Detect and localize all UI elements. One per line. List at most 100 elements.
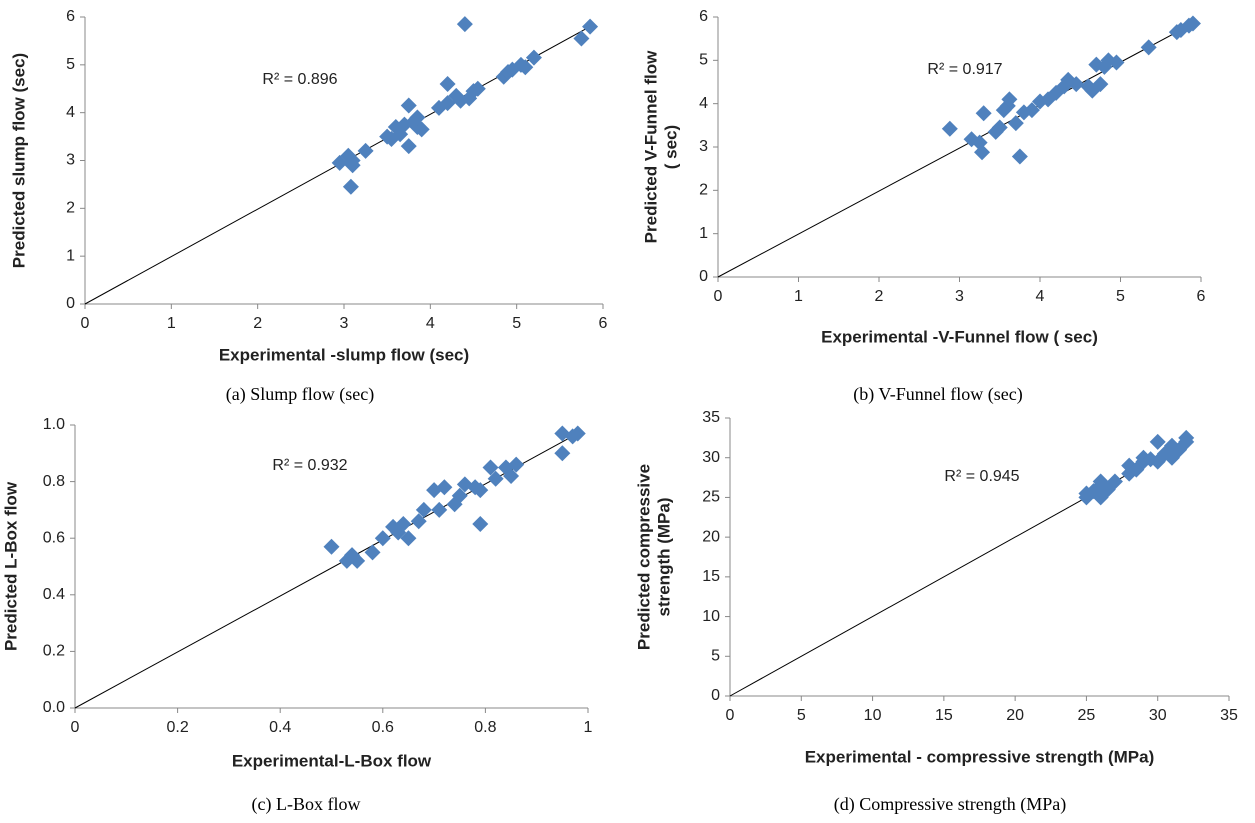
point [357,142,374,159]
x-tick-label: 6 [1197,288,1206,305]
point [1068,76,1085,93]
x-tick-label: 1 [584,719,593,736]
x-tick-label: 10 [864,707,882,724]
point [941,120,958,137]
annotation: R² = 0.945 [944,468,1019,485]
y-tick-label: 1 [699,225,708,242]
x-tick-label: 3 [955,288,964,305]
y-tick-label: 0.4 [43,586,65,603]
x-tick-label: 35 [1220,707,1238,724]
y-tick-label: 3 [66,152,75,169]
y-tick-label: 1 [66,247,75,264]
point [323,538,340,555]
y-tick-label: 3 [699,138,708,155]
x-axis-title: Experimental -V-Funnel flow ( sec) [821,327,1098,346]
y-tick-label: 35 [702,409,720,426]
point [456,16,473,33]
x-tick-label: 0 [81,315,90,332]
caption: (b) V-Funnel flow (sec) [853,384,1022,405]
x-tick-label: 3 [340,315,349,332]
point [1108,54,1125,71]
point [1011,148,1028,165]
point [364,544,381,561]
point [517,59,534,76]
y-tick-label: 0 [66,295,75,312]
x-tick-label: 25 [1078,707,1096,724]
annotation: R² = 0.917 [927,61,1002,78]
point [1092,76,1109,93]
point [431,501,448,518]
point [1023,102,1040,119]
x-tick-label: 0 [71,719,80,736]
point [482,459,499,476]
x-axis-title: Experimental - compressive strength (MPa… [805,747,1155,766]
point [342,178,359,195]
point [1178,429,1195,446]
x-axis-title: Experimental-L-Box flow [232,751,432,770]
y-tick-label: 30 [702,449,720,466]
y-tick-label: 6 [699,8,708,25]
x-tick-label: 5 [1116,288,1125,305]
point [582,18,599,35]
y-tick-label: 2 [66,200,75,217]
point [554,445,571,462]
point [472,516,489,533]
point [1007,115,1024,132]
point [974,144,991,161]
point [469,80,486,97]
point [400,138,417,155]
y-axis-title: strength (MPa) [654,498,673,617]
x-tick-label: 0 [714,288,723,305]
point [436,479,453,496]
caption: (d) Compressive strength (MPa) [834,794,1066,815]
point [1184,15,1201,32]
x-tick-label: 4 [1036,288,1045,305]
x-tick-label: 30 [1149,707,1167,724]
y-tick-label: 15 [702,568,720,585]
point [472,482,489,499]
point [503,467,520,484]
y-tick-label: 2 [699,182,708,199]
y-tick-label: 4 [66,104,75,121]
trendline [74,433,578,709]
x-tick-label: 5 [512,315,521,332]
y-tick-label: 5 [711,648,720,665]
x-tick-label: 0.4 [269,719,291,736]
point [349,552,366,569]
x-tick-label: 1 [167,315,176,332]
point [1149,433,1166,450]
x-tick-label: 15 [935,707,953,724]
x-tick-label: 1 [794,288,803,305]
x-tick-label: 0.8 [474,719,496,736]
point [413,121,430,138]
y-axis-title: ( sec) [661,125,680,169]
y-axis-title: Predicted V-Funnel flow [641,50,660,243]
y-axis-title: Predicted L-Box flow [1,481,20,651]
y-tick-label: 0 [711,687,720,704]
y-tick-label: 0 [699,268,708,285]
x-tick-label: 6 [599,315,608,332]
point [525,49,542,66]
point [975,105,992,122]
point [400,530,417,547]
y-tick-label: 10 [702,608,720,625]
annotation: R² = 0.896 [262,71,337,88]
point [569,425,586,442]
point [508,456,525,473]
point [395,516,412,533]
x-tick-label: 0.2 [166,719,188,736]
point [991,119,1008,136]
point [409,109,426,126]
point [439,75,456,92]
y-tick-label: 0.6 [43,529,65,546]
point [415,501,432,518]
x-tick-label: 4 [426,315,435,332]
y-tick-label: 6 [66,8,75,25]
x-tick-label: 0 [726,707,735,724]
point [451,487,468,504]
y-tick-label: 0.8 [43,473,65,490]
point [573,30,590,47]
point [374,530,391,547]
